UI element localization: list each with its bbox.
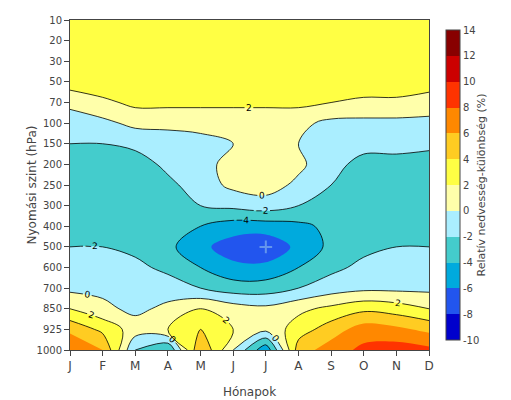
- svg-text:-2: -2: [463, 231, 473, 242]
- svg-text:10: 10: [463, 76, 476, 87]
- svg-text:0: 0: [463, 205, 469, 216]
- svg-text:70: 70: [49, 97, 62, 108]
- svg-text:50: 50: [49, 76, 62, 87]
- svg-text:12: 12: [463, 50, 476, 61]
- svg-text:−2: −2: [84, 241, 97, 251]
- svg-text:14: 14: [463, 25, 476, 36]
- svg-text:2: 2: [87, 309, 96, 320]
- svg-text:N: N: [392, 359, 401, 373]
- svg-text:2: 2: [395, 298, 402, 309]
- svg-text:J: J: [230, 359, 235, 373]
- svg-text:J: J: [263, 359, 268, 373]
- svg-text:0: 0: [84, 289, 92, 300]
- svg-text:J: J: [67, 359, 72, 373]
- svg-text:1000: 1000: [37, 345, 62, 356]
- svg-text:300: 300: [43, 200, 62, 211]
- svg-text:A: A: [294, 359, 303, 373]
- svg-text:925: 925: [43, 324, 62, 335]
- svg-text:-4: -4: [463, 257, 473, 268]
- svg-text:0: 0: [167, 334, 178, 345]
- svg-text:250: 250: [43, 180, 62, 191]
- svg-text:M: M: [130, 359, 140, 373]
- svg-text:850: 850: [43, 303, 62, 314]
- svg-text:A: A: [164, 359, 173, 373]
- svg-text:-10: -10: [463, 335, 479, 346]
- svg-text:2: 2: [221, 315, 232, 326]
- svg-text:150: 150: [43, 138, 62, 149]
- svg-text:20: 20: [49, 35, 62, 46]
- svg-text:0: 0: [270, 333, 282, 344]
- svg-text:O: O: [359, 359, 368, 373]
- svg-text:10: 10: [49, 15, 62, 26]
- svg-text:500: 500: [43, 241, 62, 252]
- svg-text:Nyomási szint (hPa): Nyomási szint (hPa): [25, 126, 39, 245]
- svg-text:2: 2: [463, 180, 469, 191]
- svg-text:2: 2: [246, 103, 252, 113]
- svg-text:30: 30: [49, 56, 62, 67]
- svg-text:6: 6: [463, 128, 469, 139]
- svg-text:-8: -8: [463, 309, 473, 320]
- svg-text:−4: −4: [236, 215, 250, 225]
- svg-text:Hónapok: Hónapok: [223, 385, 276, 399]
- svg-text:600: 600: [43, 262, 62, 273]
- svg-text:700: 700: [43, 283, 62, 294]
- svg-text:S: S: [327, 359, 335, 373]
- svg-text:200: 200: [43, 159, 62, 170]
- svg-text:−2: −2: [255, 206, 268, 216]
- svg-text:4: 4: [463, 154, 469, 165]
- svg-text:D: D: [424, 359, 433, 373]
- svg-text:400: 400: [43, 221, 62, 232]
- svg-text:M: M: [195, 359, 205, 373]
- svg-text:8: 8: [463, 102, 469, 113]
- svg-text:100: 100: [43, 118, 62, 129]
- svg-text:Relatív nedvesség-különbség (%: Relatív nedvesség-különbség (%): [475, 93, 488, 276]
- svg-text:F: F: [99, 359, 106, 373]
- svg-text:0: 0: [259, 191, 265, 201]
- svg-text:-6: -6: [463, 283, 473, 294]
